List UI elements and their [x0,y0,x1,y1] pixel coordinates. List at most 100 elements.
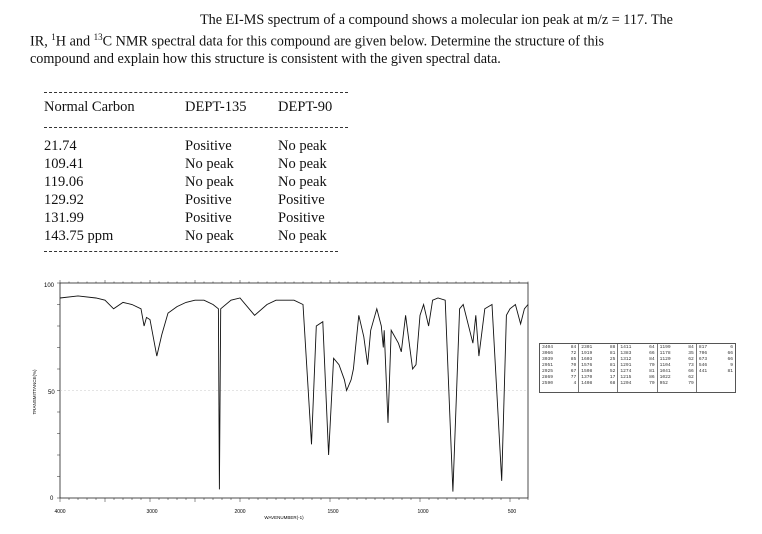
x-tick-label: 1500 [327,509,338,515]
peak-table-row: 1199 84 [660,345,694,351]
peak-wavenumber: 1104 [659,363,671,368]
peak-wavenumber: 441 [698,369,708,374]
column-dept-135: Positive No peak No peak Positive Positi… [185,137,234,245]
peak-table-column: 3404 84 3066 72 3039 85 2951 70 2925 67 2869 77 2590… [540,344,580,392]
peak-transmittance: 4 [573,381,577,386]
dept135-value: Positive [185,192,232,208]
peak-wavenumber: 3066 [542,351,554,356]
peak-table-row: 1576 81 [581,363,615,369]
axis-ticks [57,280,529,502]
peak-wavenumber: 1178 [659,351,671,356]
column-dept-90: No peak No peak No peak Positive Positiv… [278,137,327,245]
dept135-value: No peak [185,156,234,172]
table-rule-top [44,92,348,93]
peak-table-row: 2869 77 [542,375,576,381]
peak-wavenumber: 2869 [542,375,554,380]
peak-wavenumber: 1411 [620,345,632,350]
peak-transmittance: 81 [609,363,616,368]
peak-table-row: 1312 84 [620,357,654,363]
peak-table-row: 1370 17 [581,375,615,381]
x-tick-label: 500 [508,509,517,515]
y-tick-label: 100 [44,283,55,289]
peak-wavenumber: 1919 [581,351,593,356]
peak-transmittance: 81 [609,351,616,356]
y-axis-label: TRANSMITTANCE(%) [32,369,37,414]
peak-transmittance: 67 [570,369,577,374]
peak-transmittance: 86 [649,375,655,380]
peak-table-column: 1411 64 1383 66 1312 84 1291 70 1274 81 1215 86 1204… [618,344,658,392]
peak-transmittance: 79 [688,381,694,386]
peak-table-row: 546 9 [699,363,733,369]
problem-statement: The EI-MS spectrum of a compound shows a… [30,12,730,68]
peak-wavenumber: 3039 [542,357,554,362]
shift-value: 109.41 [44,156,84,172]
peak-table-row: 1919 81 [581,351,615,357]
table-rule-mid [44,127,348,128]
peak-table-row: 817 6 [699,345,733,351]
peak-transmittance: 35 [688,351,694,356]
peak-table-column: 817 6 706 66 673 66 546 9 441 81 [697,344,735,392]
peak-wavenumber: 1120 [659,357,671,362]
peak-transmittance: 66 [727,357,734,362]
peak-transmittance: 66 [688,369,694,374]
peak-wavenumber: 1274 [620,369,632,374]
peak-table-row: 441 81 [699,369,733,375]
peak-table-row: 1274 81 [620,369,654,375]
peak-transmittance: 84 [570,345,577,350]
dept90-value: No peak [278,228,327,244]
peak-wavenumber: 673 [698,357,708,362]
header-dept-135: DEPT-135 [185,99,247,115]
peak-transmittance: 25 [609,357,616,362]
peak-wavenumber: 952 [659,381,668,386]
dept90-value: No peak [278,156,327,172]
header-dept-90: DEPT-90 [278,99,333,115]
peak-wavenumber: 1291 [620,363,632,368]
peak-wavenumber: 1312 [620,357,632,362]
peak-wavenumber: 546 [698,363,708,368]
dept90-value: No peak [278,138,327,154]
peak-table-row: 952 79 [660,381,694,387]
peak-transmittance: 73 [688,363,694,368]
peak-wavenumber: 1508 [581,369,593,374]
peak-table-row: 1291 70 [620,363,654,369]
header-normal-carbon: Normal Carbon [44,99,135,115]
dept135-value: No peak [185,228,234,244]
peak-table-row: 1204 70 [620,381,654,387]
peak-table-row: 1041 66 [660,369,694,375]
shift-value: 129.92 [44,192,84,208]
peak-table-row: 1215 86 [620,375,654,381]
shift-value: 143.75 ppm [44,228,114,244]
peak-table-row: 673 66 [699,357,733,363]
x-tick-label: 3000 [146,509,157,515]
peak-table-row: 3404 84 [542,345,576,351]
peak-table-row: 3066 72 [542,351,576,357]
shift-value: 21.74 [44,138,77,154]
peak-transmittance: 62 [688,357,694,362]
peak-transmittance: 88 [609,345,616,350]
peak-table-row: 2590 4 [542,381,576,387]
peak-transmittance: 70 [649,381,655,386]
problem-line-3: compound and explain how this structure … [30,50,501,67]
peak-wavenumber: 1199 [659,345,671,350]
peak-transmittance: 9 [730,363,734,368]
shift-value: 131.99 [44,210,84,226]
problem-line-2: IR, 1H and 13C NMR spectral data for thi… [30,32,605,50]
peak-transmittance: 17 [609,375,616,380]
peak-table-row: 1120 62 [660,357,694,363]
ir-spectrum: 100 50 0 4000 3000 2000 1500 1000 500 WA… [32,280,529,520]
shift-value: 119.06 [44,174,84,190]
peak-transmittance: 70 [649,363,655,368]
x-tick-label: 1000 [417,509,428,515]
peak-table-row: 2301 88 [581,345,615,351]
peak-table-row: 1178 35 [660,351,694,357]
dept90-value: Positive [278,210,325,226]
peak-wavenumber: 2925 [542,369,554,374]
peak-transmittance: 77 [570,375,577,380]
peak-wavenumber: 1022 [659,375,671,380]
problem-line-1: The EI-MS spectrum of a compound shows a… [200,12,673,28]
peak-transmittance: 68 [609,381,616,386]
peak-transmittance: 84 [688,345,694,350]
peak-table-row: 1104 73 [660,363,694,369]
peak-wavenumber: 1204 [620,381,632,386]
peak-wavenumber: 706 [698,351,708,356]
